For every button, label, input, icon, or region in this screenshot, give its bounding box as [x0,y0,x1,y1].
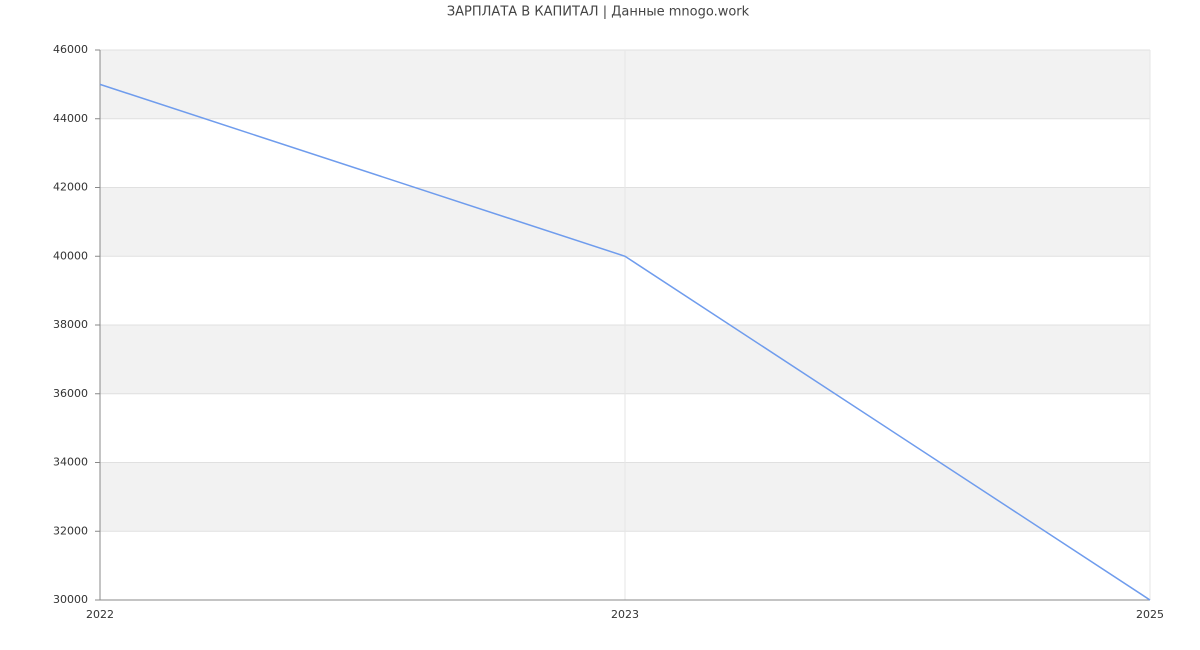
line-series [99,83,1151,601]
y-tick-label: 30000 [53,593,88,606]
y-tick-label: 44000 [53,112,88,125]
y-tick-label: 32000 [53,524,88,537]
chart-title: ЗАРПЛАТА В КАПИТАЛ | Данные mnogo.work [447,5,750,20]
x-tick-label: 2023 [611,608,639,621]
y-tick-label: 46000 [53,43,88,56]
y-tick-label: 42000 [53,181,88,194]
y-tick-label: 40000 [53,249,88,262]
y-tick-label: 38000 [53,318,88,331]
y-tick-label: 36000 [53,387,88,400]
y-tick-label: 34000 [53,456,88,469]
x-tick-label: 2022 [86,608,114,621]
x-tick-label: 2025 [1136,608,1164,621]
